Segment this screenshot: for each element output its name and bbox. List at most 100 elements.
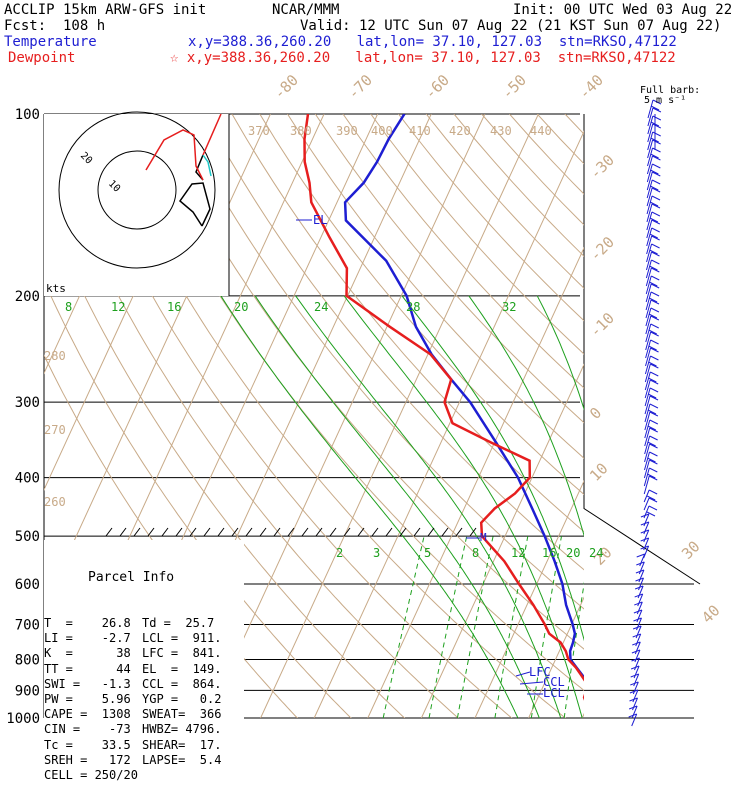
theta-label-430: 430	[490, 124, 512, 138]
hatch-mark	[218, 528, 224, 536]
theta-label-400: 400	[371, 124, 393, 138]
pressure-tick-800: 800	[15, 652, 40, 668]
hatch-mark	[204, 528, 210, 536]
mixing-ratio-label-24: 24	[589, 546, 603, 560]
isotherm-label--20: -20	[586, 233, 618, 265]
isotherm-label--80: -80	[270, 71, 302, 103]
hatch-mark	[274, 528, 280, 536]
parcel-info-row: CELL = 250/20	[44, 768, 244, 783]
parcel-info-right: YGP = 0.2	[142, 692, 221, 707]
hatch-mark	[162, 528, 168, 536]
hodograph-units: kts	[46, 283, 66, 294]
isotherm--30	[314, 114, 592, 718]
parcel-info-left: T = 26.8	[44, 616, 142, 631]
dry-adiabat-360	[288, 114, 740, 731]
isotherm-0	[475, 114, 740, 718]
model-title: ACCLIP 15km ARW-GFS init	[4, 2, 206, 18]
isotherm-label--50: -50	[498, 71, 530, 103]
pressure-tick-500: 500	[15, 529, 40, 545]
isotherm-label--60: -60	[421, 71, 453, 103]
wind-barb-flag	[649, 452, 657, 456]
hatch-mark	[148, 528, 154, 536]
dry-adiabat-460	[565, 114, 740, 731]
pressure-tick-300: 300	[15, 395, 40, 411]
isotherm-label--10: -10	[586, 309, 618, 341]
theta-label-370: 370	[248, 124, 270, 138]
hatch-mark	[358, 528, 364, 536]
hatch-mark	[456, 528, 462, 536]
isotherm-label-10: 10	[586, 459, 612, 485]
theta-label-410: 410	[409, 124, 431, 138]
theta-label-380: 380	[290, 124, 312, 138]
parcel-info-left: PW = 5.96	[44, 692, 142, 707]
hatch-mark	[428, 528, 434, 536]
right-border	[584, 114, 700, 584]
wind-barb-flag	[649, 506, 657, 510]
hatch-mark	[260, 528, 266, 536]
pressure-tick-100: 100	[15, 107, 40, 123]
wind-barb-flag	[650, 356, 658, 360]
wind-barb	[644, 506, 657, 518]
theta-label-420: 420	[449, 124, 471, 138]
parcel-info-right: LFC = 841.	[142, 646, 221, 661]
isotherm-label--40: -40	[575, 71, 607, 103]
wind-barb-flag	[649, 468, 657, 472]
temperature-tick-24: 24	[314, 300, 328, 314]
parcel-info-right: CCL = 864.	[142, 677, 221, 692]
mixing-ratio-label-16: 16	[542, 546, 556, 560]
parcel-info-right: EL = 149.	[142, 662, 221, 677]
hatch-mark	[330, 528, 336, 536]
parcel-info-title: Parcel Info	[44, 570, 244, 585]
isotherm-label-0: 0	[586, 404, 605, 423]
wind-barb-flag	[650, 372, 658, 376]
hatch-mark	[414, 528, 420, 536]
temperature-legend: Temperature	[4, 34, 97, 50]
mixing-ratio-label-12: 12	[511, 546, 525, 560]
parcel-info-left: LI = -2.7	[44, 631, 142, 646]
wind-barb-flag	[652, 212, 660, 216]
mixing-ratio-label-8: 8	[472, 546, 479, 560]
hatch-mark	[372, 528, 378, 536]
isotherm-label--70: -70	[344, 71, 376, 103]
temperature-tick-8: 8	[65, 300, 72, 314]
isotherm-label-40: 40	[698, 601, 724, 627]
isotherm-label--30: -30	[586, 151, 618, 183]
parcel-info-left: SREH = 172	[44, 753, 142, 768]
temperature-tick-16: 16	[167, 300, 181, 314]
wind-barb-flag	[649, 490, 657, 494]
dry-adiabat-380	[343, 114, 740, 731]
hatch-mark	[120, 528, 126, 536]
wind-barbs	[629, 100, 661, 726]
moist-adiabat-28	[469, 296, 625, 718]
parcel-info-right: Td = 25.7	[142, 616, 214, 631]
dry-adiabat-430	[482, 114, 740, 731]
mixing-ratio-label-2: 2	[336, 546, 343, 560]
hatch-mark	[176, 528, 182, 536]
wind-barb-flag	[652, 244, 660, 248]
wind-barb-flag	[653, 148, 661, 152]
parcel-info-left: CIN = -73	[44, 722, 142, 737]
theta-side-label-280: 280	[44, 349, 66, 363]
temperature-tick-20: 20	[234, 300, 248, 314]
wind-barb-flag	[651, 324, 659, 328]
organization: NCAR/MMM	[272, 2, 339, 18]
wind-barb-flag	[650, 436, 658, 440]
wind-barb-flag	[653, 116, 661, 120]
init-time: Init: 00 UTC Wed 03 Aug 22	[513, 2, 732, 18]
theta-side-label-270: 270	[44, 423, 66, 437]
moist-adiabat-8	[221, 296, 518, 718]
isotherm-40	[689, 114, 740, 718]
wind-barb	[644, 490, 657, 502]
wind-barb	[629, 714, 637, 726]
mixing-ratio-label-20: 20	[566, 546, 580, 560]
hatch-mark	[246, 528, 252, 536]
